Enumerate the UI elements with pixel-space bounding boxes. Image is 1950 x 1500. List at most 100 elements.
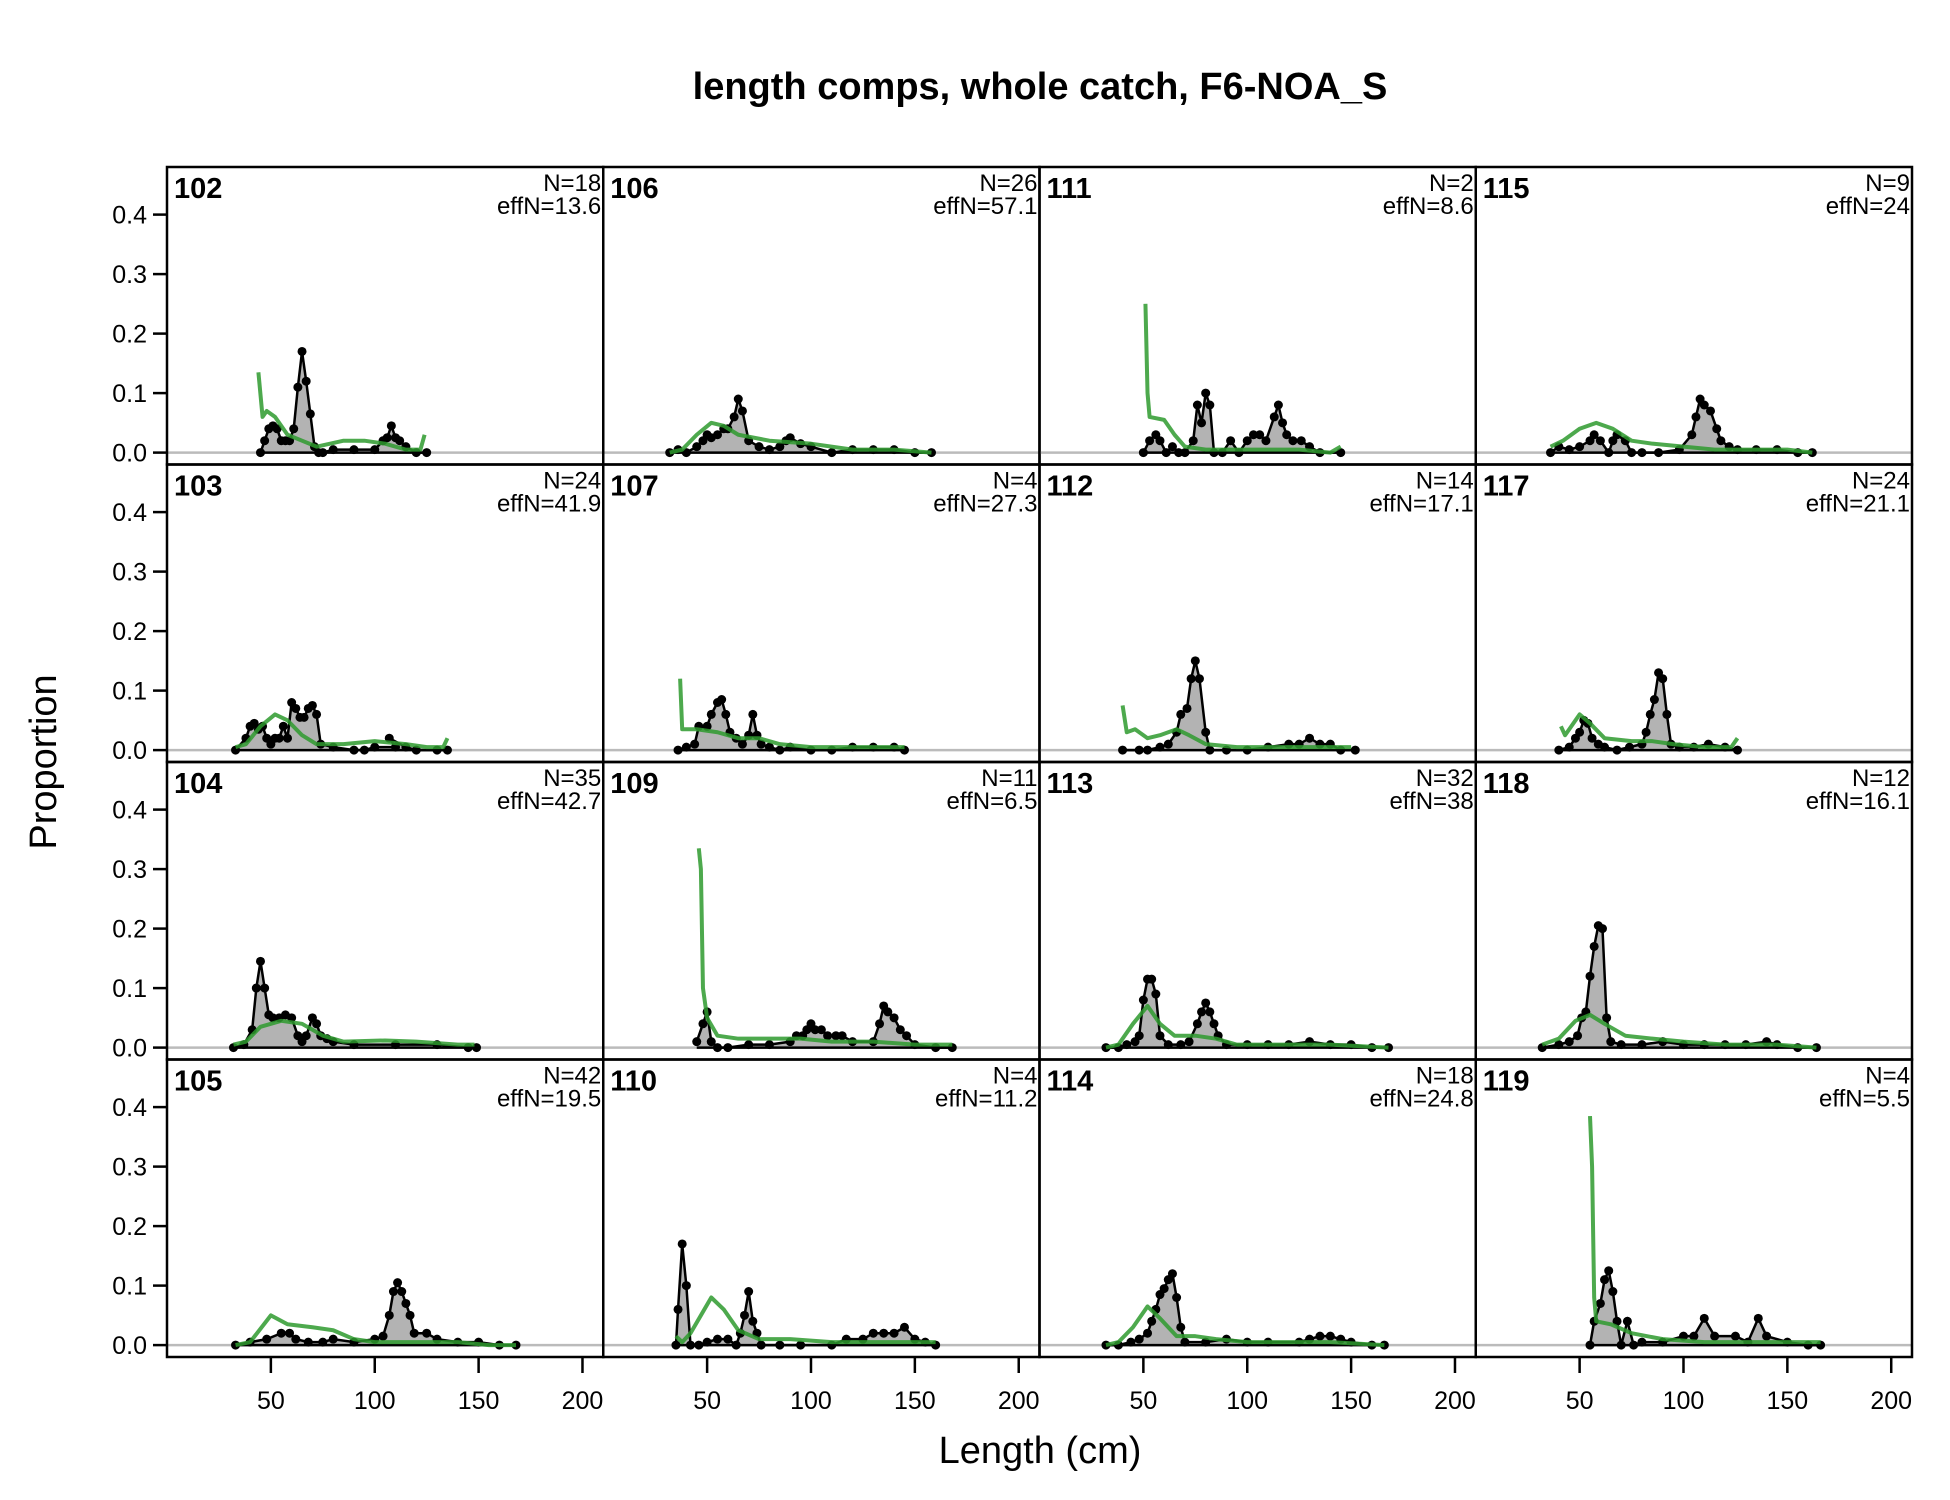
y-tick-label: 0.0 xyxy=(112,1035,147,1063)
observed-point xyxy=(879,1328,889,1338)
observed-point xyxy=(1315,1331,1325,1341)
x-tick-label: 150 xyxy=(894,1387,936,1415)
observed-point xyxy=(1278,418,1288,428)
observed-point xyxy=(328,1334,338,1344)
y-tick-label: 0.3 xyxy=(112,856,147,884)
observed-point xyxy=(690,739,700,749)
observed-point xyxy=(1350,745,1360,755)
observed-point xyxy=(764,445,774,455)
observed-point xyxy=(370,445,380,455)
observed-point xyxy=(409,1328,419,1338)
observed-area xyxy=(1590,1270,1821,1346)
observed-point xyxy=(1122,1040,1132,1050)
observed-point xyxy=(713,430,723,440)
observed-point xyxy=(796,1340,806,1350)
expected-line xyxy=(1559,712,1740,750)
observed-point xyxy=(1201,727,1211,737)
observed-point xyxy=(1606,1037,1616,1047)
observed-point xyxy=(305,409,315,419)
x-tick-label: 150 xyxy=(1330,1387,1372,1415)
y-tick-label: 0.0 xyxy=(112,737,147,765)
panel-n-label: N=24 xyxy=(1852,468,1910,495)
panel-id-label: 115 xyxy=(1483,173,1530,205)
observed-point xyxy=(1248,430,1258,440)
observed-area xyxy=(233,961,477,1048)
y-axis-label: Proportion xyxy=(23,674,65,849)
panel-id-label: 107 xyxy=(610,471,658,503)
y-tick-label: 0.4 xyxy=(112,797,147,825)
panel-effn-label: effN=11.2 xyxy=(935,1086,1038,1113)
observed-point xyxy=(285,1328,295,1338)
observed-point xyxy=(744,1287,754,1297)
observed-point xyxy=(717,695,727,705)
panel-n-label: N=32 xyxy=(1416,765,1474,792)
observed-point xyxy=(260,983,270,993)
panel-id-label: 109 xyxy=(610,768,658,800)
expected-line xyxy=(1541,1012,1817,1050)
expected-line xyxy=(1105,1304,1385,1348)
x-tick-label: 100 xyxy=(354,1387,396,1415)
observed-point xyxy=(276,1328,286,1338)
observed-point xyxy=(775,745,785,755)
observed-point xyxy=(442,745,452,755)
observed-point xyxy=(1242,436,1252,446)
observed-point xyxy=(1595,1298,1605,1308)
x-axis-label: Length (cm) xyxy=(939,1430,1142,1472)
observed-point xyxy=(1201,998,1211,1008)
observed-point xyxy=(1649,695,1659,705)
observed-point xyxy=(713,1334,723,1344)
observed-point xyxy=(831,1031,841,1041)
panel-id-label: 105 xyxy=(174,1066,222,1098)
panel-effn-label: effN=24.8 xyxy=(1369,1086,1473,1113)
observed-point xyxy=(307,700,317,710)
x-tick-label: 200 xyxy=(1434,1387,1476,1415)
x-tick-label: 50 xyxy=(693,1387,721,1415)
x-tick-label: 100 xyxy=(790,1387,832,1415)
panel-n-label: N=35 xyxy=(543,765,601,792)
observed-point xyxy=(737,739,747,749)
y-tick-label: 0.4 xyxy=(112,202,147,230)
observed-point xyxy=(1604,448,1614,458)
observed-point xyxy=(1155,1031,1165,1041)
observed-point xyxy=(289,424,299,434)
observed-point xyxy=(1159,1284,1169,1294)
observed-point xyxy=(260,436,270,446)
panel-id-label: 102 xyxy=(174,173,222,205)
observed-point xyxy=(1585,971,1595,981)
observed-point xyxy=(1176,1040,1186,1050)
observed-point xyxy=(1624,742,1634,752)
observed-point xyxy=(1190,656,1200,666)
panel-id-label: 110 xyxy=(610,1066,657,1098)
observed-point xyxy=(1716,436,1726,446)
panel-n-label: N=18 xyxy=(1416,1063,1474,1090)
observed-point xyxy=(810,1025,820,1035)
observed-point xyxy=(1255,430,1265,440)
observed-point xyxy=(328,445,338,455)
observed-point xyxy=(1600,742,1610,752)
observed-point xyxy=(1762,1331,1772,1341)
observed-point xyxy=(816,1025,826,1035)
y-tick-label: 0.1 xyxy=(112,975,147,1003)
x-tick-label: 50 xyxy=(1129,1387,1157,1415)
expected-line xyxy=(1588,1115,1821,1345)
observed-point xyxy=(1589,941,1599,951)
observed-point xyxy=(673,1304,683,1314)
observed-point xyxy=(1176,1322,1186,1332)
panel-effn-label: effN=42.7 xyxy=(497,788,601,815)
observed-point xyxy=(698,1019,708,1029)
observed-point xyxy=(1188,436,1198,446)
observed-point xyxy=(1597,924,1607,934)
observed-point xyxy=(1733,745,1742,755)
observed-point xyxy=(692,1037,702,1047)
observed-point xyxy=(889,1013,899,1023)
observed-point xyxy=(702,1337,712,1347)
observed-point xyxy=(837,1031,847,1041)
x-tick-label: 100 xyxy=(1226,1387,1268,1415)
observed-point xyxy=(1612,1316,1622,1326)
y-tick-label: 0.1 xyxy=(112,678,147,706)
x-tick-label: 50 xyxy=(1566,1387,1594,1415)
